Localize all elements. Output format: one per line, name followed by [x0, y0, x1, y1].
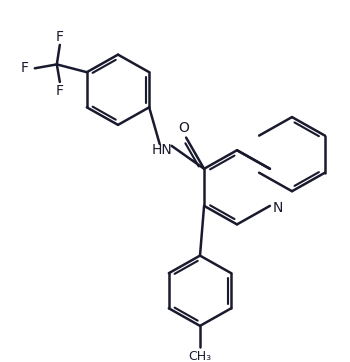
Text: O: O: [178, 121, 190, 135]
Text: CH₃: CH₃: [188, 350, 211, 362]
Text: F: F: [56, 84, 64, 98]
Text: HN: HN: [151, 143, 172, 157]
Text: N: N: [273, 201, 283, 215]
Text: F: F: [56, 30, 64, 44]
Text: F: F: [21, 61, 29, 75]
